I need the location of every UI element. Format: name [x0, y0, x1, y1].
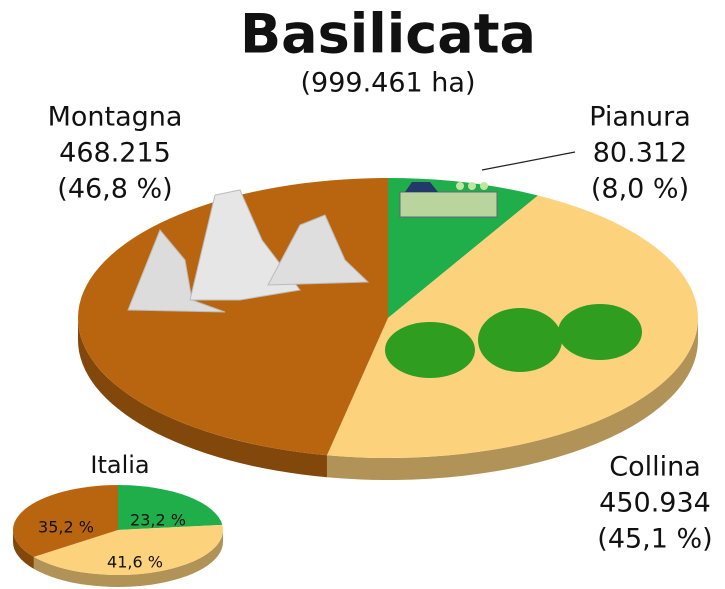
data-label: 41,6 % — [107, 553, 163, 572]
leader-line — [482, 152, 575, 170]
tree — [468, 182, 476, 190]
data-label: 80.312 — [593, 138, 687, 169]
chart-title: Basilicata — [240, 3, 536, 66]
chart: Basilicata (999.461 ha) Italia Pianura 80… — [0, 0, 725, 589]
data-label: (45,1 %) — [597, 524, 712, 555]
data-label: 450.934 — [599, 488, 711, 519]
inset-title: Italia — [90, 451, 149, 479]
data-label: Collina — [609, 452, 701, 483]
data-label: 35,2 % — [38, 518, 94, 537]
data-label: 468.215 — [59, 138, 171, 169]
tree — [480, 182, 488, 190]
chart-subtitle: (999.461 ha) — [301, 68, 476, 99]
data-label: (8,0 %) — [591, 174, 689, 205]
field — [400, 192, 497, 217]
data-label: Montagna — [48, 102, 183, 133]
hill — [385, 322, 475, 378]
data-label: (46,8 %) — [57, 174, 172, 205]
data-label: 23,2 % — [130, 511, 186, 530]
data-label: Pianura — [589, 102, 691, 133]
hill — [478, 308, 562, 372]
hill — [558, 304, 642, 360]
tree — [456, 182, 464, 190]
